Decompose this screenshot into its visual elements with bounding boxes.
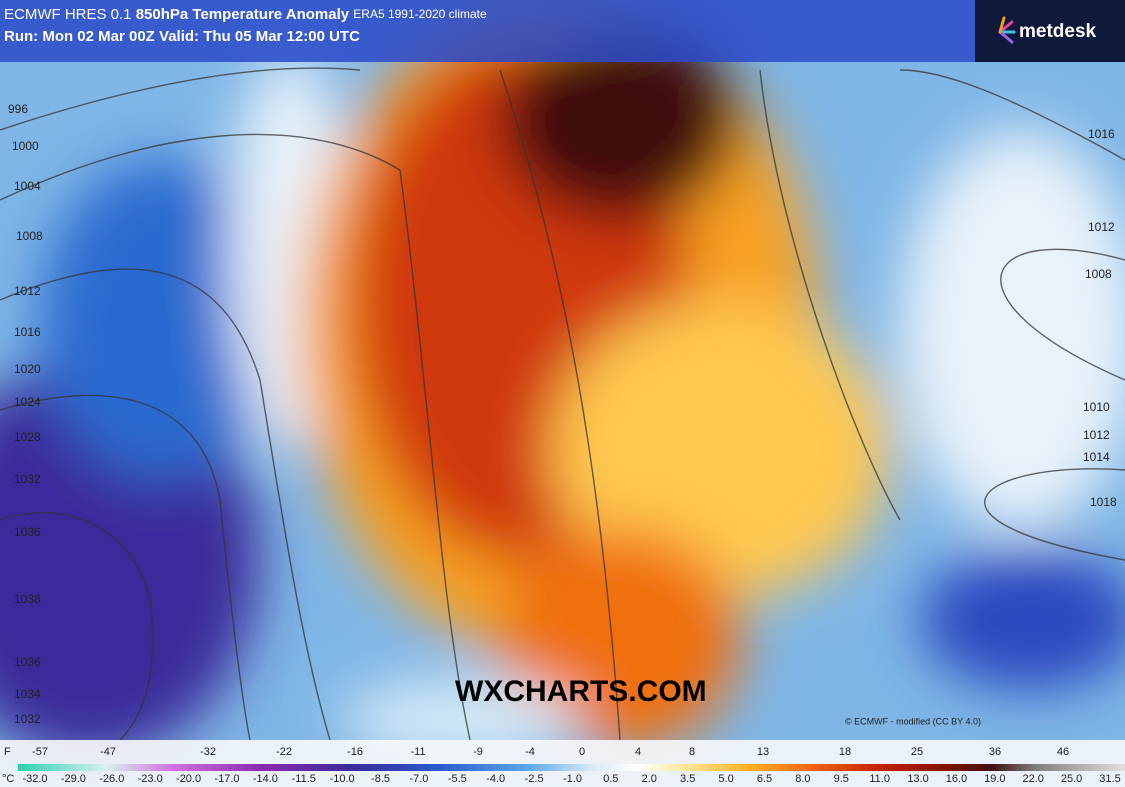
credit: © ECMWF - modified (CC BY 4.0) [845, 716, 981, 726]
fahrenheit-label: 13 [757, 746, 769, 758]
fahrenheit-label: -11 [410, 746, 425, 758]
fahrenheit-label: -16 [347, 746, 363, 758]
header-run: Run: Mon 02 Mar 00Z Valid: Thu 05 Mar 12… [4, 28, 360, 45]
fahrenheit-label: 36 [989, 746, 1001, 758]
isobar-label: 1008 [1085, 267, 1112, 281]
celsius-label: 2.0 [642, 773, 657, 785]
header-title: ECMWF HRES 0.1 850hPa Temperature Anomal… [4, 6, 487, 23]
isobar [0, 394, 251, 741]
celsius-label: 0.5 [603, 773, 618, 785]
header-bar [0, 0, 975, 62]
isobars [0, 67, 1125, 741]
fahrenheit-label: 8 [689, 746, 695, 758]
celsius-unit: °C [2, 773, 14, 785]
celsius-label: 25.0 [1061, 773, 1082, 785]
celsius-label: 16.0 [946, 773, 967, 785]
celsius-label: -17.0 [214, 773, 239, 785]
anomaly-field [0, 0, 1125, 760]
celsius-label: -5.5 [448, 773, 467, 785]
watermark: WXCHARTS.COM [455, 675, 707, 708]
fahrenheit-label: -22 [276, 746, 292, 758]
isobar-label: 1014 [1083, 450, 1110, 464]
celsius-label: 6.5 [757, 773, 772, 785]
isobar-labels: 996 1000 1004 1008 1012 1016 1020 1024 1028 1032 1… [8, 102, 1117, 726]
climate: ERA5 1991-2020 climate [353, 7, 487, 21]
celsius-label: 31.5 [1099, 773, 1120, 785]
isobar-label: 1034 [14, 687, 41, 701]
celsius-label: -26.0 [99, 773, 124, 785]
celsius-label: -32.0 [22, 773, 47, 785]
isobar-label: 1008 [16, 229, 43, 243]
celsius-label: -14.0 [253, 773, 278, 785]
isobar [0, 512, 154, 741]
celsius-label: 9.5 [834, 773, 849, 785]
celsius-label: -11.5 [292, 773, 316, 785]
parameter: 850hPa Temperature Anomaly [136, 6, 350, 23]
isobar-label: 996 [8, 102, 28, 116]
celsius-label: 11.0 [869, 773, 890, 785]
isobar-label: 1012 [1088, 220, 1115, 234]
celsius-label: 13.0 [907, 773, 928, 785]
celsius-label: -7.0 [409, 773, 428, 785]
isobar [0, 67, 361, 131]
isobar-label: 1032 [14, 472, 41, 486]
celsius-label: -8.5 [371, 773, 390, 785]
isobar-label: 1018 [1090, 495, 1117, 509]
isobar-label: 1000 [12, 139, 39, 153]
fahrenheit-label: -9 [473, 746, 483, 758]
isobar-label: 1032 [14, 712, 41, 726]
colorbar [18, 764, 1125, 771]
celsius-label: 5.0 [718, 773, 733, 785]
celsius-label: 19.0 [984, 773, 1005, 785]
model: ECMWF HRES 0.1 [4, 6, 132, 23]
isobar-label: 1036 [14, 655, 41, 669]
isobar-label: 1024 [14, 395, 41, 409]
isobar [899, 69, 1125, 161]
logo-icon [998, 16, 1016, 44]
fahrenheit-unit: F [4, 746, 11, 758]
celsius-label: -10.0 [330, 773, 355, 785]
isobar [0, 268, 331, 741]
fahrenheit-label: 0 [579, 746, 585, 758]
isobar [984, 468, 1125, 561]
isobar-label: 1036 [14, 525, 41, 539]
fahrenheit-label: -57 [32, 746, 48, 758]
isobar [499, 69, 621, 741]
fahrenheit-label: 18 [839, 746, 851, 758]
celsius-label: -23.0 [138, 773, 163, 785]
fahrenheit-label: 4 [635, 746, 641, 758]
isobar-label: 1038 [14, 592, 41, 606]
isobar-label: 1010 [1083, 400, 1110, 414]
isobar-label: 1028 [14, 430, 41, 444]
isobar [759, 69, 901, 521]
fahrenheit-label: -4 [525, 746, 535, 758]
fahrenheit-label: 46 [1057, 746, 1069, 758]
celsius-label: 8.0 [795, 773, 810, 785]
fahrenheit-label: -32 [200, 746, 216, 758]
isobar-label: 1012 [14, 284, 41, 298]
celsius-label: 3.5 [680, 773, 695, 785]
logo-text: metdesk [1019, 21, 1097, 42]
celsius-label: -2.5 [525, 773, 544, 785]
fahrenheit-label: 25 [911, 746, 923, 758]
isobar [1000, 248, 1125, 381]
isobar-label: 1004 [14, 179, 41, 193]
isobar [0, 133, 471, 741]
colorbar-labels: -57 -47 -32 -22 -16 -11 -9 -4 0 4 8 13 18 25 36 46 -32.0… [22, 746, 1120, 785]
isobar-label: 1016 [1088, 127, 1115, 141]
celsius-label: -29.0 [61, 773, 86, 785]
celsius-label: -4.0 [486, 773, 505, 785]
isobar-label: 1016 [14, 325, 41, 339]
celsius-label: -20.0 [176, 773, 201, 785]
isobar-label: 1020 [14, 362, 41, 376]
colorbar-panel [0, 740, 1125, 787]
celsius-label: -1.0 [563, 773, 582, 785]
fahrenheit-label: -47 [100, 746, 116, 758]
isobar-label: 1012 [1083, 428, 1110, 442]
celsius-label: 22.0 [1023, 773, 1044, 785]
